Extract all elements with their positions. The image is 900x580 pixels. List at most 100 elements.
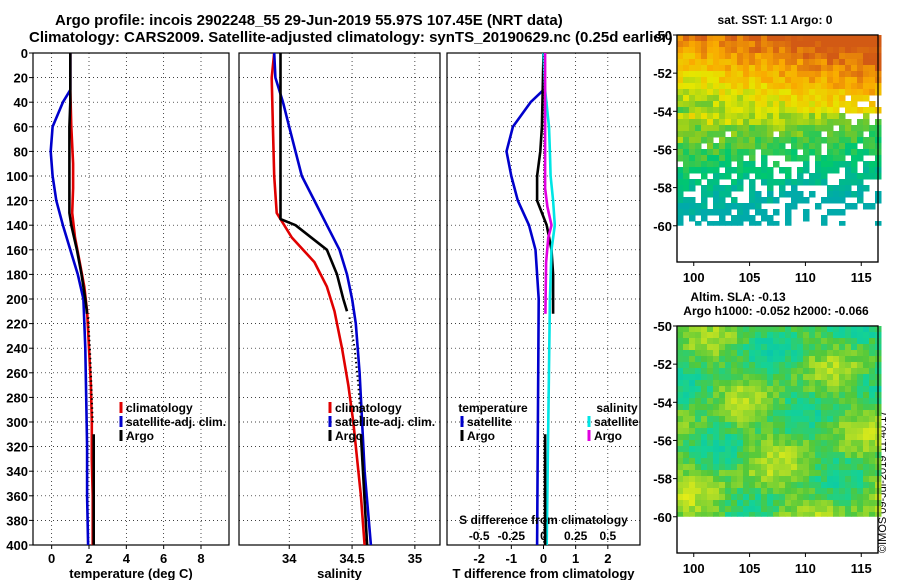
sla_map-cell bbox=[677, 392, 684, 399]
sst_map-cell bbox=[713, 89, 720, 96]
sla_map-cell bbox=[869, 404, 876, 411]
sla_map-cell bbox=[797, 446, 804, 453]
sst_map-cell bbox=[695, 143, 702, 150]
sst_map-cell bbox=[827, 59, 834, 66]
sst_map-cell bbox=[791, 185, 798, 192]
sst_map-cell bbox=[677, 65, 684, 72]
sst_map-cell bbox=[785, 137, 792, 144]
sst_map-cell bbox=[827, 53, 834, 60]
sst_map-cell bbox=[677, 47, 684, 54]
sst_map-cell bbox=[857, 53, 864, 60]
sst_map-cell bbox=[713, 35, 720, 42]
sst_map-cell bbox=[785, 155, 792, 162]
sla_map-cell bbox=[725, 350, 732, 357]
sla_map-cell bbox=[833, 464, 840, 471]
sla_map-cell bbox=[725, 416, 732, 423]
sla_map-cell bbox=[677, 428, 684, 435]
temperature-xtick-label: 8 bbox=[197, 551, 204, 566]
sst_map-cell bbox=[821, 161, 828, 168]
sla_map-cell bbox=[833, 470, 840, 477]
sst_map-cell bbox=[719, 131, 726, 138]
sla_map-ytick-label: -56 bbox=[653, 433, 672, 448]
sla_map-cell bbox=[677, 488, 684, 495]
sla_map-cell bbox=[869, 398, 876, 405]
difference-salinity-legend-label: Argo bbox=[594, 429, 622, 443]
sst_map-cell bbox=[845, 107, 852, 114]
sst_map-cell bbox=[839, 197, 846, 204]
sst_map-cell bbox=[749, 77, 756, 84]
sla_map-cell bbox=[755, 434, 762, 441]
sst_map-cell bbox=[791, 65, 798, 72]
sla_map-cell bbox=[863, 416, 870, 423]
sla_map-cell bbox=[773, 380, 780, 387]
sla_map-cell bbox=[827, 398, 834, 405]
sst_map-cell bbox=[677, 209, 684, 216]
sla_map-cell bbox=[869, 488, 876, 495]
sst_map-cell bbox=[761, 125, 768, 132]
sla_map-cell bbox=[845, 446, 852, 453]
sla_map-cell bbox=[779, 452, 786, 459]
sla_map-cell bbox=[725, 482, 732, 489]
sla_map-cell bbox=[713, 410, 720, 417]
sst_map-cell bbox=[755, 65, 762, 72]
sst_map-cell bbox=[719, 203, 726, 210]
sst_map-cell bbox=[839, 83, 846, 90]
sla_map-cell bbox=[683, 488, 690, 495]
sst_map-cell bbox=[719, 95, 726, 102]
sla_map-cell bbox=[857, 440, 864, 447]
sla_map-cell bbox=[719, 356, 726, 363]
sla_map-cell bbox=[749, 368, 756, 375]
sst_map-cell bbox=[797, 35, 804, 42]
sla_map-cell bbox=[821, 458, 828, 465]
sla_map-cell bbox=[683, 350, 690, 357]
sla_map-cell bbox=[869, 344, 876, 351]
sst_map-cell bbox=[749, 125, 756, 132]
sla_map-cell bbox=[833, 500, 840, 507]
sla_map-cell bbox=[713, 368, 720, 375]
sla_map-cell bbox=[773, 332, 780, 339]
sst_map-cell bbox=[827, 113, 834, 120]
sla_map-cell bbox=[695, 422, 702, 429]
sla_map-cell bbox=[677, 452, 684, 459]
sst_map-cell bbox=[737, 95, 744, 102]
sla_map-cell bbox=[719, 380, 726, 387]
sst_map-cell bbox=[863, 203, 870, 210]
sst_map-cell bbox=[803, 113, 810, 120]
sla_map-cell bbox=[695, 470, 702, 477]
sla_map-cell bbox=[785, 368, 792, 375]
sla_map-cell bbox=[677, 446, 684, 453]
sla_map-cell bbox=[791, 332, 798, 339]
sla_map-cell bbox=[695, 428, 702, 435]
sla_map-cell bbox=[689, 428, 696, 435]
sst_map-cell bbox=[755, 83, 762, 90]
sla_map-cell bbox=[797, 368, 804, 375]
sla_map-cell bbox=[803, 332, 810, 339]
sla_map-cell bbox=[791, 500, 798, 507]
sla_map-cell bbox=[695, 380, 702, 387]
sla_map-cell bbox=[797, 476, 804, 483]
sla_map-cell bbox=[845, 476, 852, 483]
sst_map-cell bbox=[761, 59, 768, 66]
sst_map-cell bbox=[701, 131, 708, 138]
sst_map-cell bbox=[851, 161, 858, 168]
sst_map-cell bbox=[743, 95, 750, 102]
sla_map-cell bbox=[713, 326, 720, 333]
sst_map-cell bbox=[761, 95, 768, 102]
sla_map-cell bbox=[731, 362, 738, 369]
sla_map-cell bbox=[713, 500, 720, 507]
sla_map-cell bbox=[803, 488, 810, 495]
sst_map-cell bbox=[773, 77, 780, 84]
sla_map-cell bbox=[821, 464, 828, 471]
sla_map-cell bbox=[845, 326, 852, 333]
sla_map-cell bbox=[803, 326, 810, 333]
sla_map-cell bbox=[767, 512, 774, 517]
sst_map-cell bbox=[701, 167, 708, 174]
sla_map-cell bbox=[815, 356, 822, 363]
sla_map-cell bbox=[725, 332, 732, 339]
sla_map-cell bbox=[689, 398, 696, 405]
sla_map-cell bbox=[839, 416, 846, 423]
sla_map-cell bbox=[797, 386, 804, 393]
sla_map-cell bbox=[839, 440, 846, 447]
sla_map-cell bbox=[821, 326, 828, 333]
sst_map-cell bbox=[839, 113, 846, 120]
